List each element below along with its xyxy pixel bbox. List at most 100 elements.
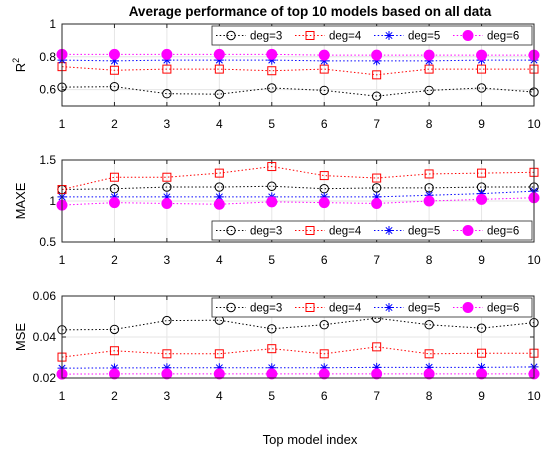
data-point <box>424 349 434 359</box>
data-point <box>372 192 382 202</box>
data-point <box>372 342 382 352</box>
data-point <box>214 55 224 65</box>
data-point <box>266 368 278 380</box>
legend-marker-deg-5 <box>384 226 394 235</box>
series-deg-3 <box>57 81 539 101</box>
axes-frame <box>61 159 535 243</box>
panels-layer: 1 2 3 4 5 6 7 8 9 10 0.6 0.8 1 R2 deg=3 deg=4 deg=5 deg=6… <box>11 17 541 403</box>
y-tick-label: 1 <box>49 17 56 31</box>
data-point <box>318 197 330 209</box>
x-tick-label: 6 <box>321 389 328 403</box>
data-point <box>162 349 172 359</box>
legend-marker-deg-6 <box>462 30 474 41</box>
data-point <box>476 49 488 61</box>
data-point <box>424 169 434 179</box>
legend-marker-deg-6 <box>462 302 474 313</box>
legend-marker-deg-5 <box>384 303 394 312</box>
legend-label: deg=3 <box>250 226 282 238</box>
legend-marker-deg-3 <box>226 302 236 313</box>
series-deg-5 <box>57 186 539 202</box>
y-axis-label: R2 <box>11 58 28 72</box>
x-tick-label: 4 <box>216 389 223 403</box>
y-tick-label: 0.8 <box>39 50 56 64</box>
y-tick-label: 0.06 <box>33 289 57 303</box>
data-point <box>266 196 278 208</box>
panel-r: 1 2 3 4 5 6 7 8 9 10 0.6 0.8 1 R2 deg=3 deg=4 deg=5 deg=6 <box>11 17 541 131</box>
series-line <box>62 190 535 198</box>
data-point <box>214 168 224 178</box>
data-point <box>476 323 487 333</box>
x-tick-label: 9 <box>478 253 485 267</box>
legend-label: deg=6 <box>487 303 519 315</box>
legend-label: deg=4 <box>329 303 362 315</box>
x-tick-label: 5 <box>268 253 275 267</box>
data-point <box>371 183 382 193</box>
data-point <box>267 363 277 373</box>
data-point <box>424 190 434 200</box>
x-tick-label: 1 <box>59 117 66 131</box>
y-tick-label: 0.04 <box>33 330 57 344</box>
y-tick-label: 0.02 <box>33 371 57 385</box>
data-point <box>423 368 435 380</box>
x-tick-label: 2 <box>111 117 118 131</box>
series-deg-6 <box>56 368 540 380</box>
chart-title: Average performance of top 10 models bas… <box>129 4 492 19</box>
legend: deg=3 deg=4 deg=5 deg=6 <box>211 297 533 318</box>
data-point <box>477 362 487 372</box>
x-tick-label: 3 <box>164 253 171 267</box>
data-point <box>162 315 172 326</box>
data-point <box>319 349 329 359</box>
data-point <box>267 181 277 191</box>
data-point <box>214 363 224 373</box>
data-point <box>214 192 224 202</box>
x-tick-label: 4 <box>216 117 223 131</box>
legend-box <box>211 220 533 241</box>
y-axis-label: MSE <box>13 323 28 352</box>
data-point <box>424 85 434 96</box>
data-point <box>162 55 172 65</box>
y-tick-label: 1 <box>49 194 56 208</box>
legend-marker-deg-4 <box>305 31 315 40</box>
axes-frame <box>61 295 535 379</box>
x-tick-label: 5 <box>268 117 275 131</box>
axes-frame <box>61 23 535 107</box>
legend-marker-deg-6 <box>462 225 474 236</box>
data-point <box>109 172 119 182</box>
data-point <box>214 182 225 192</box>
data-point <box>319 192 329 202</box>
x-tick-label: 2 <box>111 253 118 267</box>
y-axis-label-superscript: 2 <box>11 58 21 63</box>
legend-label: deg=6 <box>487 31 519 43</box>
legend-marker-deg-4 <box>305 226 315 235</box>
series-line <box>61 197 535 206</box>
series-line <box>61 86 535 97</box>
data-point <box>162 89 172 99</box>
series-line <box>61 185 534 191</box>
legend-label: deg=3 <box>250 31 282 43</box>
legend-label: deg=5 <box>408 226 440 238</box>
x-tick-label: 5 <box>268 389 275 403</box>
legend-marker-deg-3 <box>226 225 236 236</box>
data-point <box>214 89 225 99</box>
x-tick-label: 9 <box>478 389 485 403</box>
data-point <box>162 172 172 182</box>
data-point <box>162 182 172 192</box>
data-point <box>372 56 382 66</box>
data-point <box>266 48 278 60</box>
data-point <box>319 320 329 330</box>
data-point <box>318 49 330 61</box>
legend-label: deg=5 <box>408 31 440 43</box>
data-point <box>319 56 329 66</box>
data-point <box>109 192 119 202</box>
x-tick-label: 8 <box>426 253 433 267</box>
x-tick-label: 10 <box>527 253 541 267</box>
legend: deg=3 deg=4 deg=5 deg=6 <box>211 220 533 241</box>
data-point <box>162 192 172 202</box>
data-point <box>423 49 435 61</box>
data-point <box>424 362 434 372</box>
data-point <box>109 324 120 335</box>
data-point <box>372 362 382 372</box>
series-deg-6 <box>56 48 540 61</box>
y-tick-label: 1.5 <box>39 153 56 167</box>
